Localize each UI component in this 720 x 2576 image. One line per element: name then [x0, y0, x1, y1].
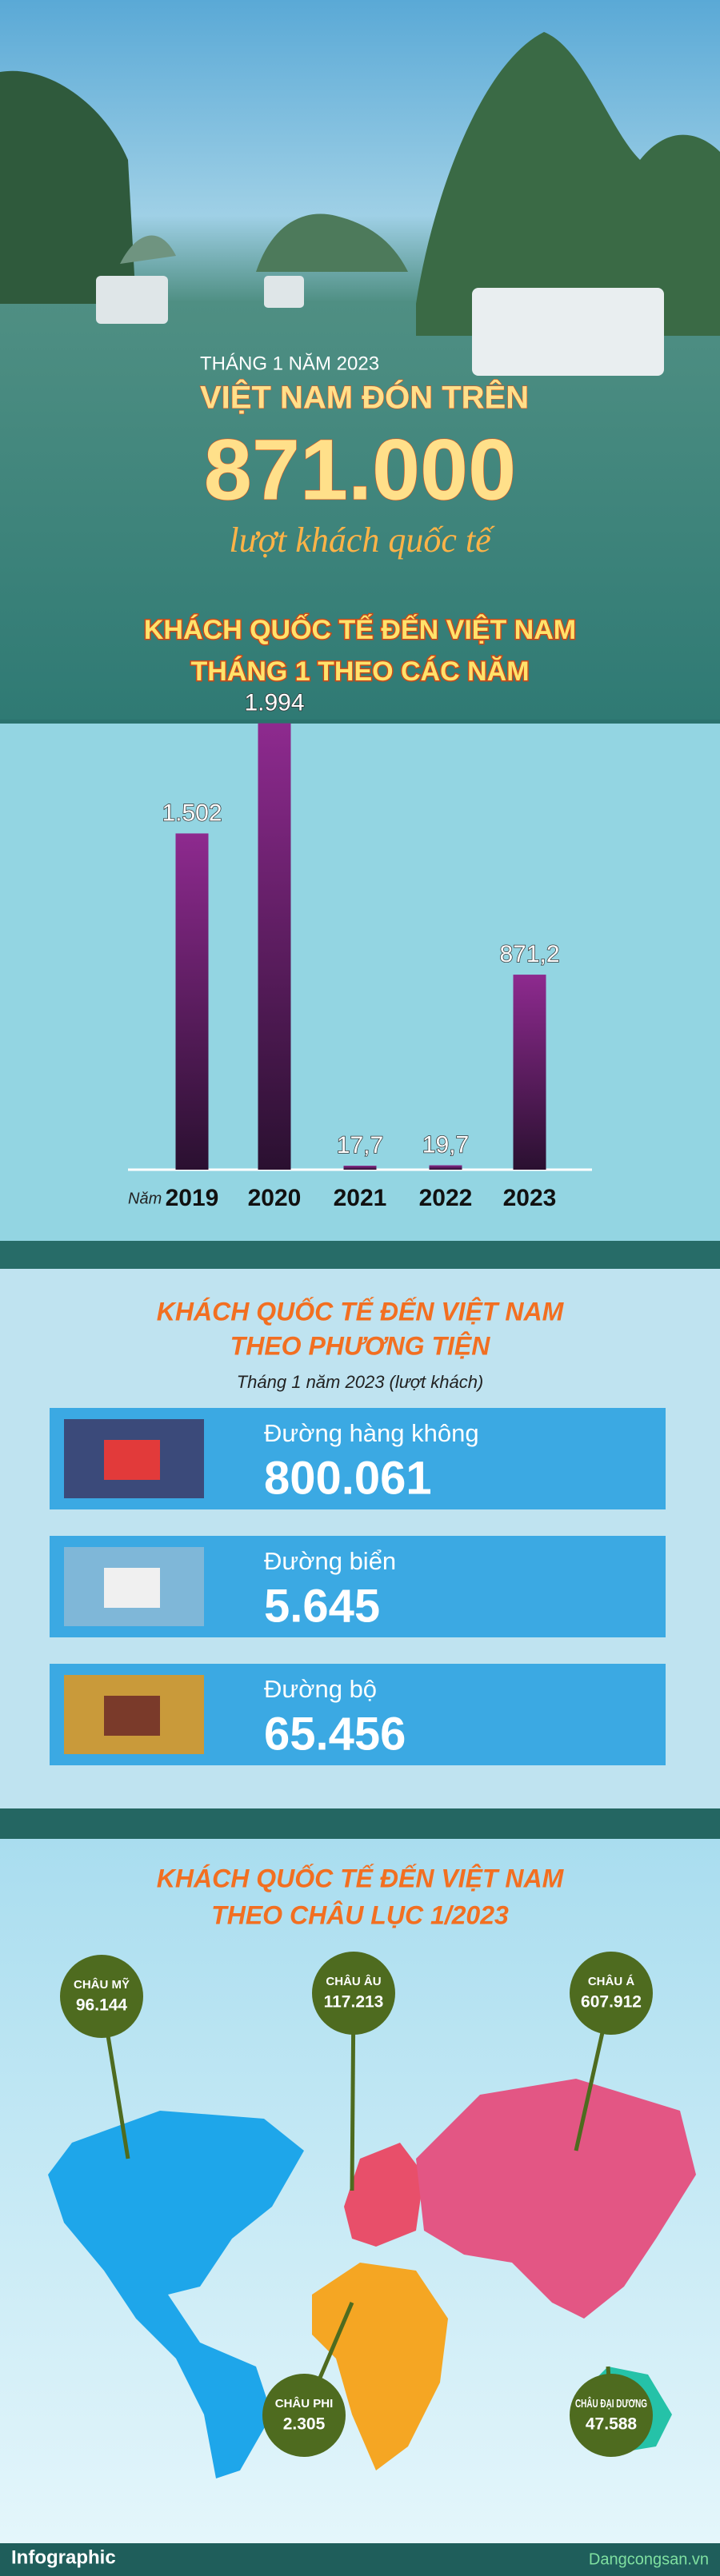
marker-circle	[570, 1952, 653, 2035]
bar	[343, 1166, 377, 1170]
chart-panel	[0, 724, 720, 1241]
section-title: KHÁCH QUỐC TẾ ĐẾN VIỆT NAM	[157, 1297, 565, 1326]
transport-value: 65.456	[264, 1708, 406, 1760]
transport-value: 800.061	[264, 1452, 432, 1504]
footer-left: Infographic	[11, 2546, 116, 2568]
karst	[0, 70, 136, 304]
boat	[264, 276, 304, 308]
section-title: KHÁCH QUỐC TẾ ĐẾN VIỆT NAM	[157, 1864, 565, 1892]
transport-label: Đường biển	[264, 1547, 396, 1575]
value-label: 1.502	[162, 800, 222, 826]
section-subtitle: THEO PHƯƠNG TIỆN	[230, 1331, 491, 1360]
boat	[96, 276, 168, 324]
x-tick-label: 2019	[166, 1185, 219, 1211]
continent-value: 607.912	[581, 1993, 642, 2012]
value-label: 17,7	[337, 1132, 383, 1158]
transport-label: Đường bộ	[264, 1675, 377, 1703]
transport-value: 5.645	[264, 1580, 380, 1632]
transport-photo-detail	[104, 1440, 160, 1480]
continent-value: 117.213	[324, 1993, 384, 2012]
transport-photo-detail	[104, 1696, 160, 1736]
continent-name: CHÂU ĐẠI DƯƠNG	[575, 2396, 647, 2411]
headline: VIỆT NAM ĐÓN TRÊN	[200, 379, 529, 416]
section-subtitle: THEO CHÂU LỤC 1/2023	[211, 1900, 509, 1929]
value-label: 19,7	[422, 1131, 469, 1158]
karst	[120, 235, 176, 264]
bar-chart: Năm 2019 1.502 2020 1.994 2021 17,7 2022 19,7 202…	[128, 689, 592, 1211]
big-number: 871.000	[204, 421, 516, 518]
continent-value: 2.305	[283, 2415, 326, 2434]
x-axis-label: Năm	[128, 1190, 162, 1207]
marker-circle	[312, 1952, 395, 2035]
boat	[472, 288, 664, 376]
footer-right: Dangcongsan.vn	[589, 2550, 709, 2568]
continent-name: CHÂU MỸ	[74, 1977, 130, 1992]
marker-circle	[262, 2374, 346, 2457]
transport-photo-detail	[104, 1568, 160, 1608]
karst	[416, 32, 720, 336]
marker-circle	[60, 1955, 143, 2038]
map-americas	[48, 2111, 304, 2478]
chart-subtitle: THÁNG 1 THEO CÁC NĂM	[190, 656, 529, 687]
x-tick-label: 2020	[248, 1185, 302, 1211]
tagline: lượt khách quốc tế	[229, 520, 495, 560]
continent-value: 47.588	[586, 2415, 638, 2434]
continent-name: CHÂU ÂU	[326, 1974, 381, 1988]
continent-name: CHÂU Á	[588, 1974, 634, 1988]
x-tick-label: 2021	[334, 1185, 387, 1211]
chart-title: KHÁCH QUỐC TẾ ĐẾN VIỆT NAM	[144, 614, 576, 645]
marker-circle	[570, 2374, 653, 2457]
kicker: THÁNG 1 NĂM 2023	[200, 353, 379, 374]
bar	[175, 833, 209, 1170]
continent-value: 96.144	[76, 1996, 128, 2015]
value-label: 871,2	[499, 941, 559, 967]
karst	[256, 213, 408, 272]
continent-markers: CHÂU MỸ 96.144 CHÂU ÂU 117.213 CHÂU Á 607.912…	[60, 1952, 653, 2457]
map-asia	[416, 2079, 696, 2319]
transport-label: Đường hàng không	[264, 1419, 479, 1447]
continent-name: CHÂU PHI	[275, 2396, 334, 2411]
transport-list: Đường hàng không 800.061 Đường biển 5.645 Đư…	[50, 1408, 666, 1765]
x-tick-label: 2023	[503, 1185, 557, 1211]
bar	[513, 975, 546, 1170]
map-europe	[344, 2143, 424, 2247]
x-tick-label: 2022	[419, 1185, 473, 1211]
value-label: 1.994	[244, 690, 304, 716]
bar	[429, 1165, 462, 1170]
bar	[258, 723, 291, 1170]
section-note: Tháng 1 năm 2023 (lượt khách)	[237, 1372, 484, 1392]
